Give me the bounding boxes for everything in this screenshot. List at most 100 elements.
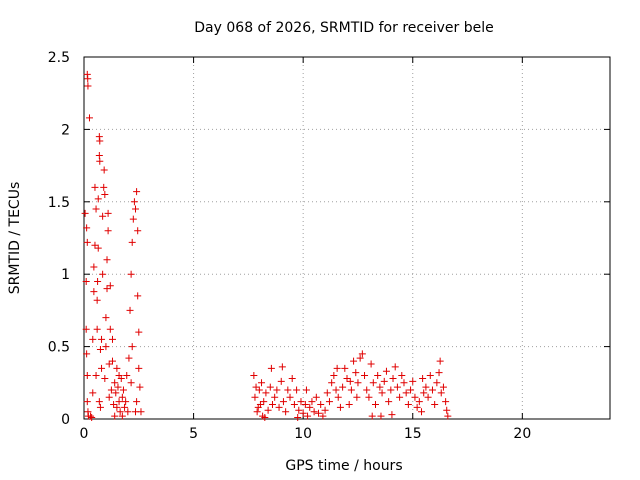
data-point — [350, 357, 358, 365]
data-point — [310, 408, 318, 416]
data-point — [93, 296, 101, 304]
data-point — [308, 398, 316, 406]
data-point — [363, 386, 371, 394]
data-marks — [81, 70, 452, 422]
data-point — [108, 357, 116, 365]
data-point — [128, 238, 136, 246]
data-point — [127, 270, 135, 278]
data-point — [113, 364, 121, 372]
y-tick-label: 0 — [61, 412, 70, 428]
data-point — [103, 256, 111, 264]
data-point — [104, 209, 112, 217]
data-point — [388, 411, 396, 419]
data-point — [277, 377, 285, 385]
axis-ticks: 0 5 10 15 20 0 0.5 1 1.5 2 2.5 — [48, 50, 610, 442]
data-point — [415, 398, 423, 406]
data-point — [301, 401, 309, 409]
x-tick-label: 0 — [80, 426, 89, 442]
data-point — [100, 166, 108, 174]
data-point — [387, 386, 395, 394]
data-point — [262, 389, 270, 397]
data-point — [341, 364, 349, 372]
data-point — [135, 328, 143, 336]
data-point — [94, 195, 102, 203]
x-tick-label: 15 — [404, 426, 422, 442]
data-point — [250, 372, 258, 380]
data-point — [118, 412, 126, 420]
x-axis-label: GPS time / hours — [285, 458, 402, 474]
data-point — [294, 414, 302, 422]
data-point — [323, 389, 331, 397]
data-point — [128, 343, 136, 351]
data-point — [251, 393, 259, 401]
data-point — [422, 383, 430, 391]
data-point — [96, 157, 104, 165]
y-tick-label: 2 — [61, 122, 70, 138]
data-point — [88, 414, 96, 422]
data-point — [92, 372, 100, 380]
data-point — [95, 398, 103, 406]
data-point — [356, 354, 364, 362]
data-point — [110, 401, 118, 409]
data-point — [101, 374, 109, 382]
data-point — [282, 408, 290, 416]
plot-frame — [83, 56, 611, 420]
data-point — [334, 393, 342, 401]
data-point — [332, 386, 340, 394]
data-point — [336, 403, 344, 411]
data-point — [267, 364, 275, 372]
data-point — [134, 292, 142, 300]
data-point — [101, 191, 109, 199]
data-point — [369, 379, 377, 387]
data-point — [424, 393, 432, 401]
data-point — [385, 398, 393, 406]
data-point — [297, 398, 305, 406]
data-point — [275, 403, 283, 411]
data-point — [407, 386, 415, 394]
data-point — [135, 364, 143, 372]
data-point — [352, 369, 360, 377]
data-point — [98, 364, 106, 372]
data-point — [293, 386, 301, 394]
data-point — [136, 383, 144, 391]
data-point — [368, 412, 376, 420]
data-point — [442, 398, 450, 406]
data-point — [278, 363, 286, 371]
data-point — [400, 379, 408, 387]
data-point — [321, 406, 329, 414]
data-point — [90, 288, 98, 296]
data-point — [123, 372, 131, 380]
data-point — [133, 398, 141, 406]
data-point — [103, 285, 111, 293]
data-point — [98, 335, 106, 343]
data-point — [137, 408, 145, 416]
data-point — [317, 401, 325, 409]
data-point — [105, 393, 113, 401]
data-point — [374, 372, 382, 380]
data-point — [81, 209, 89, 217]
data-point — [99, 270, 107, 278]
data-point — [402, 389, 410, 397]
data-point — [82, 325, 90, 333]
data-point — [91, 241, 99, 249]
data-point — [258, 379, 266, 387]
data-point — [96, 137, 104, 145]
data-point — [83, 372, 91, 380]
y-tick-label: 1.5 — [48, 195, 70, 211]
data-point — [346, 377, 354, 385]
data-point — [378, 389, 386, 397]
data-point — [419, 374, 427, 382]
data-point — [111, 412, 119, 420]
data-point — [354, 379, 362, 387]
y-tick-label: 2.5 — [48, 50, 70, 66]
data-point — [129, 215, 137, 223]
data-point — [90, 263, 98, 271]
data-point — [273, 386, 281, 394]
data-point — [345, 401, 353, 409]
data-point — [290, 401, 298, 409]
data-point — [113, 403, 121, 411]
data-point — [102, 314, 110, 322]
data-point — [84, 75, 92, 83]
data-point — [286, 393, 294, 401]
data-point — [444, 412, 452, 420]
